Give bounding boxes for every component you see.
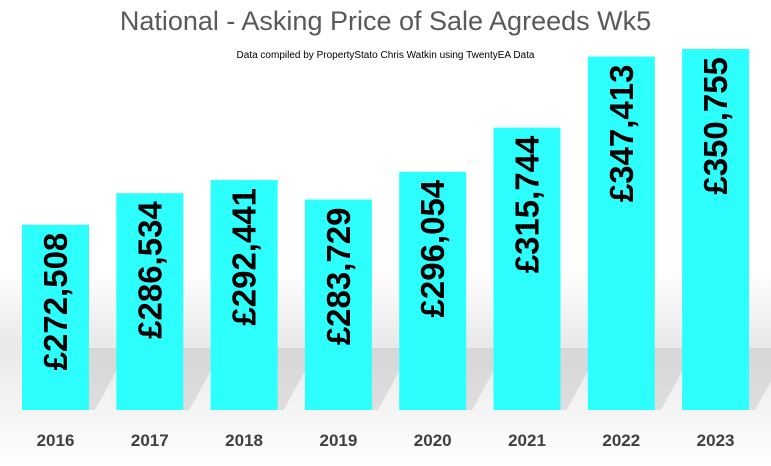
x-axis-ticks: 2016 2017 2018 2019 2020 2021 2022 2023 [37, 431, 735, 450]
bar-2023 [682, 49, 750, 410]
bar-2016 [22, 224, 89, 410]
bar-value-label: £296,054 [414, 179, 451, 317]
bar-value-label: £272,508 [37, 233, 74, 371]
bar-2018 [210, 179, 278, 410]
chart-subtitle: Data compiled by PropertyStato Chris Wat… [236, 50, 535, 61]
bars-group: £272,508 £286,534 £292,441 £283,729 £296,054… [22, 49, 750, 411]
x-tick-label: 2020 [414, 431, 452, 450]
bar-value-label: £347,413 [603, 65, 640, 203]
x-tick-label: 2018 [225, 431, 263, 450]
x-tick-label: 2019 [319, 431, 357, 450]
x-tick-label: 2022 [602, 431, 640, 450]
x-tick-label: 2023 [697, 431, 735, 450]
x-tick-label: 2016 [37, 431, 75, 450]
bar-2021 [493, 127, 561, 411]
bar-2019 [304, 199, 372, 410]
bar-2017 [116, 193, 184, 410]
bar-value-label: £350,755 [697, 57, 734, 195]
bar-2022 [587, 56, 655, 410]
x-tick-label: 2017 [131, 431, 169, 450]
bar-value-label: £292,441 [226, 188, 263, 326]
bar-2020 [399, 171, 467, 410]
x-tick-label: 2021 [508, 431, 546, 450]
bar-value-label: £283,729 [320, 208, 357, 346]
bar-value-label: £315,744 [509, 135, 546, 273]
chart-title: National - Asking Price of Sale Agreeds … [119, 6, 652, 36]
bar-value-label: £286,534 [131, 201, 168, 339]
